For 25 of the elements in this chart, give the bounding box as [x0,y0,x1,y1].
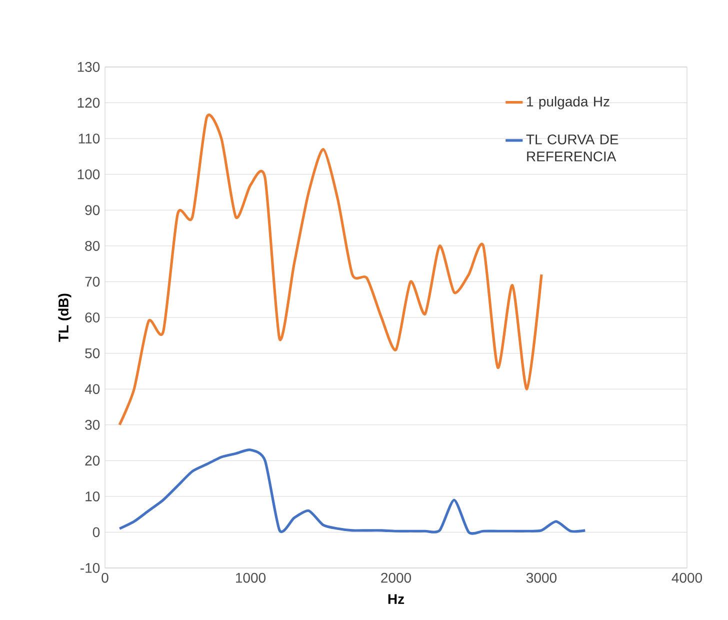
y-axis-title: TL (dB) [58,294,72,342]
y-tick-label: 90 [85,205,100,216]
line-series [118,448,586,535]
x-tick-label: 4000 [672,572,702,583]
x-tick-label: 2000 [381,572,412,583]
y-tick-label: 70 [85,276,100,287]
y-tick-label: 80 [85,240,100,251]
y-tick-label: 30 [85,420,100,430]
y-tick-label: 100 [78,169,100,180]
x-tick-label: 3000 [526,572,557,583]
y-tick-label: 40 [84,384,100,394]
y-tick-label: -10 [80,563,100,573]
x-tick-label: 0 [102,572,108,583]
y-tick-label: 0 [92,527,100,538]
x-tick-label: 1000 [236,572,266,583]
y-tick-label: 50 [85,348,100,358]
y-tick-label: 130 [78,62,100,72]
y-tick-label: 110 [78,134,100,144]
legend-label: 1 pulgada Hz [527,96,610,110]
y-tick-label: 120 [78,98,100,108]
y-tick-label: 60 [85,312,100,322]
legend-label: TL CURVA DE REFERENCIA [526,134,618,162]
x-axis-title: Hz [388,594,404,604]
y-tick-label: 10 [86,491,100,502]
y-tick-label: 20 [85,456,100,466]
